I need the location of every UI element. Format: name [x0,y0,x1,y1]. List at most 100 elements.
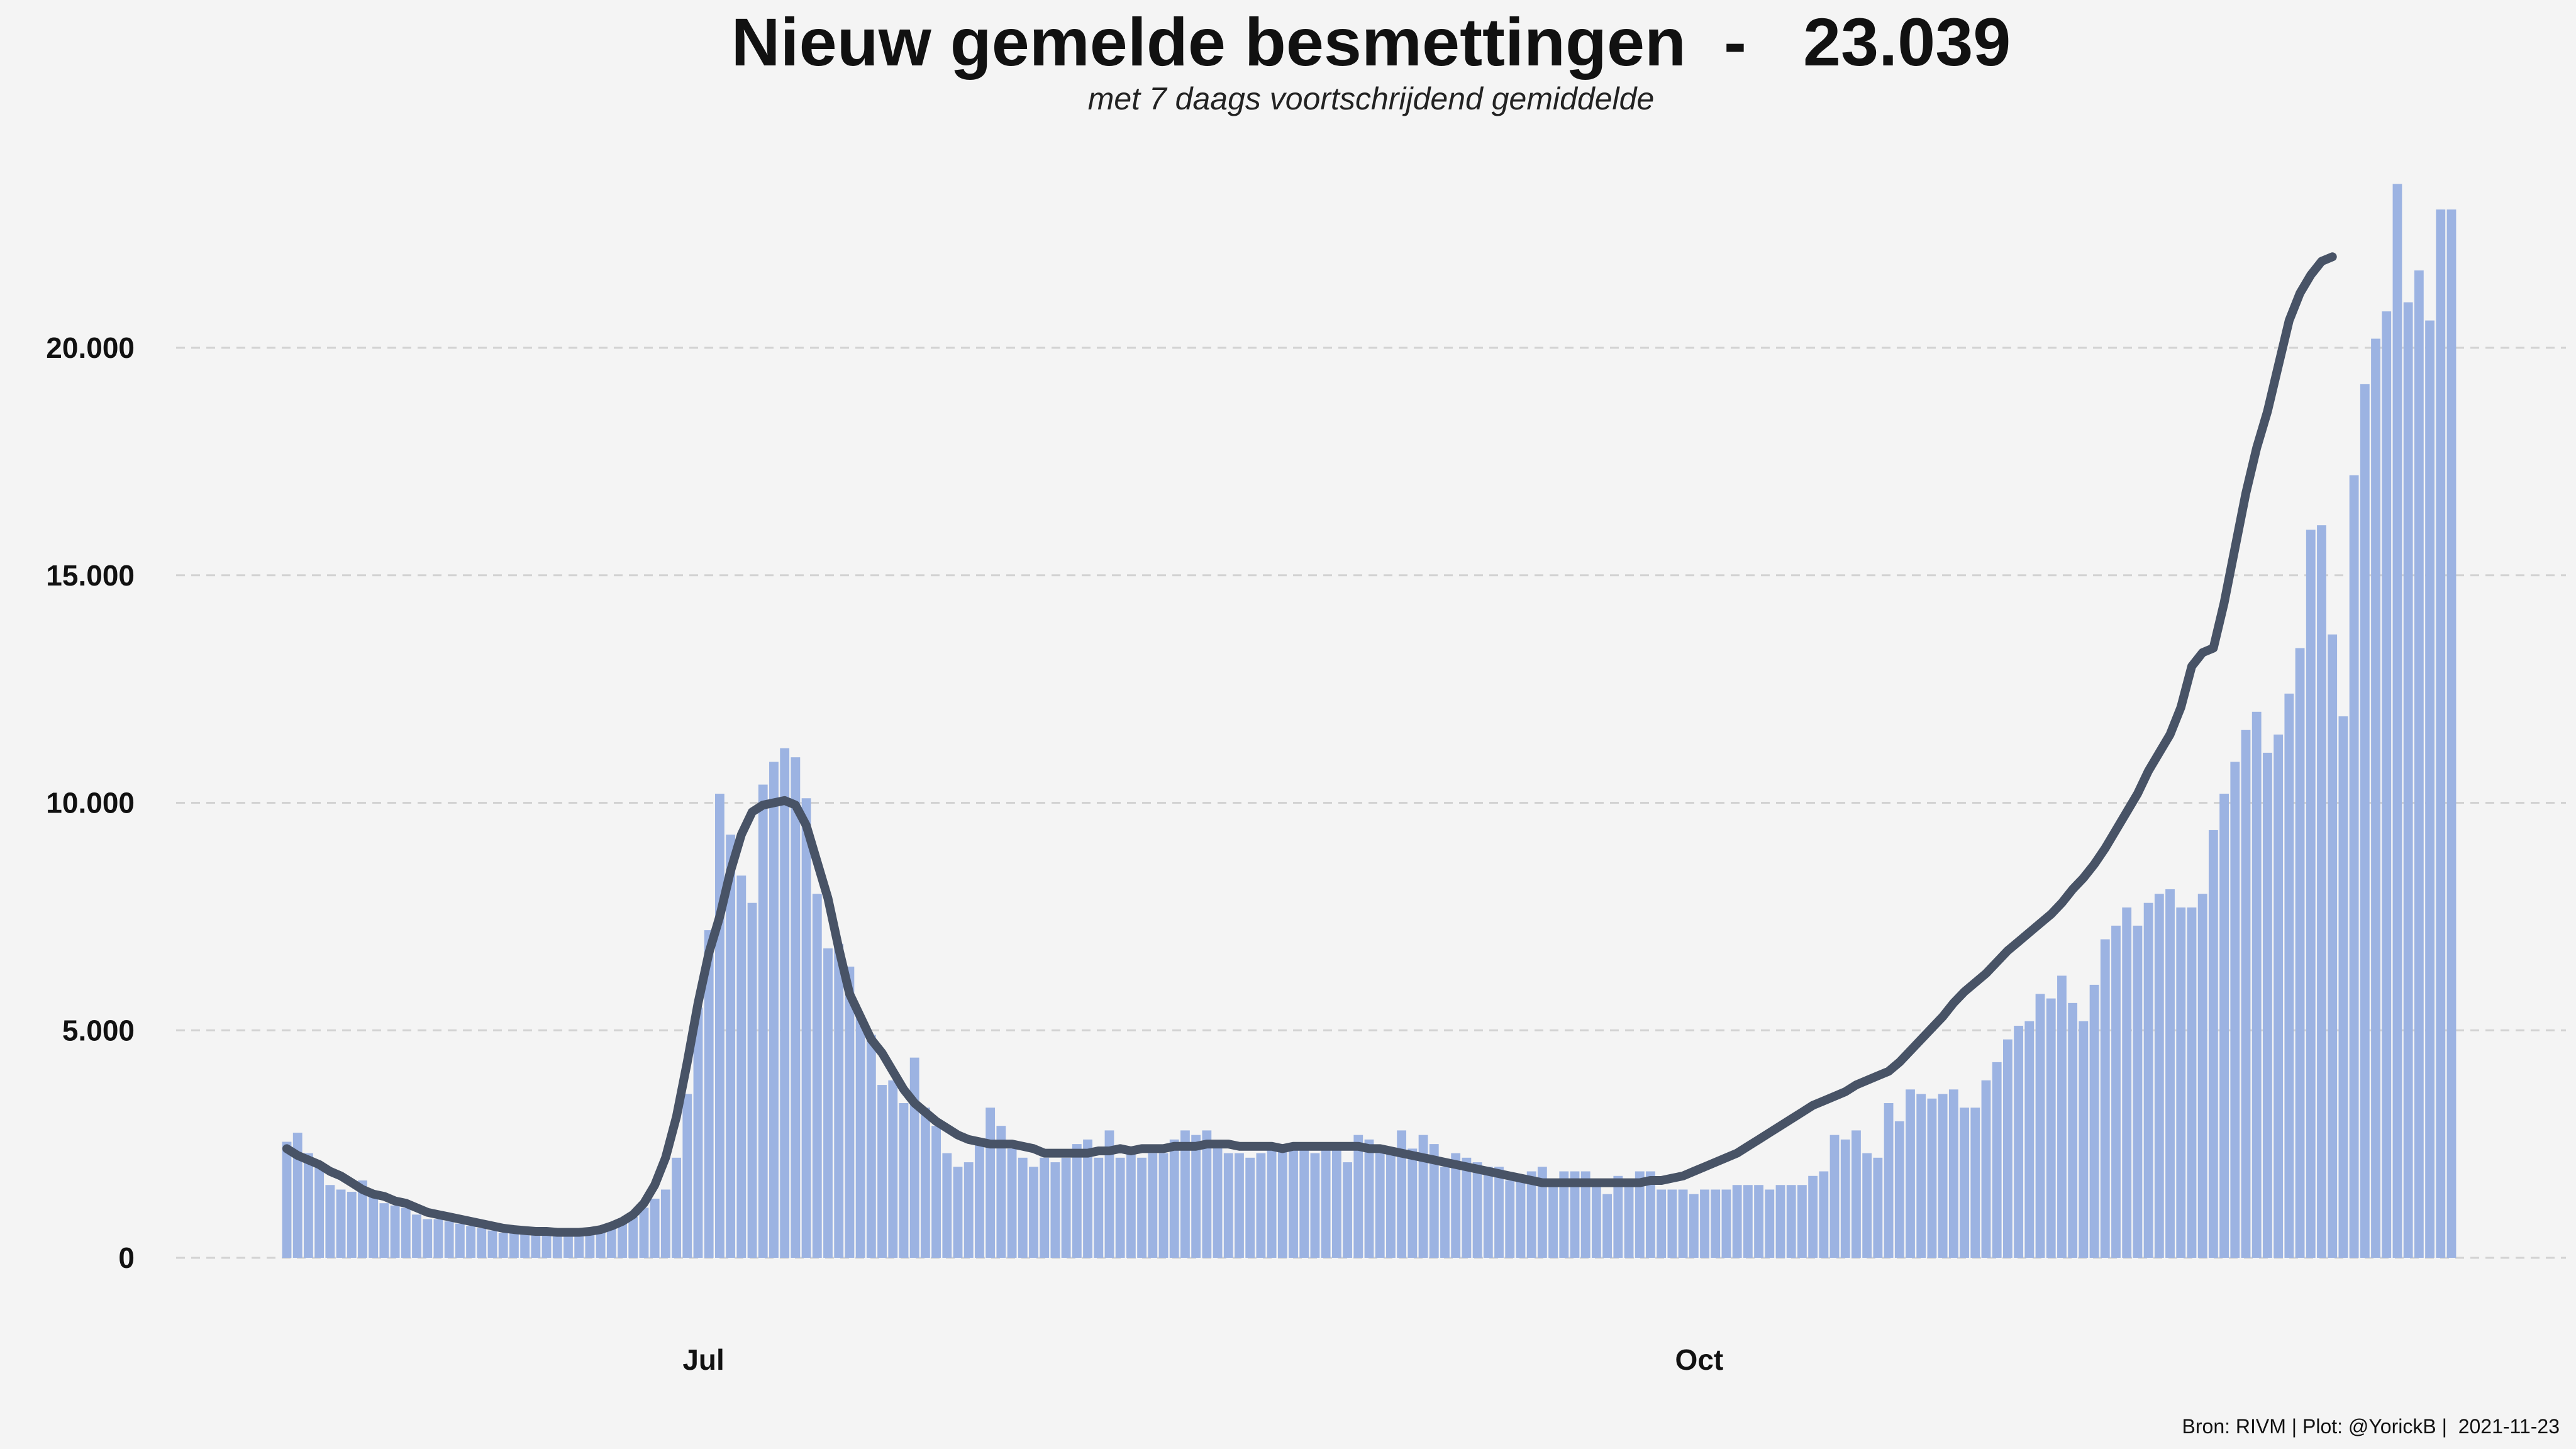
bar [714,794,724,1258]
bar [996,1126,1006,1258]
bar [1126,1153,1136,1258]
bar [1667,1189,1677,1258]
bar [1526,1171,1536,1258]
y-axis: 0 5.000 10.000 15.000 20.000 [46,331,135,1274]
bar [1083,1139,1092,1258]
bar [726,835,736,1258]
bar [639,1208,649,1258]
bar [1602,1194,1613,1258]
bar [401,1208,411,1258]
bar [2241,730,2251,1258]
bar [650,1198,660,1258]
bar [2263,752,2272,1258]
bar [1061,1157,1071,1258]
bar [1700,1189,1709,1258]
bar [823,948,833,1258]
bar [2035,994,2045,1258]
bar [379,1203,389,1258]
bar [975,1144,984,1258]
bar [1516,1175,1526,1258]
bar [953,1167,963,1258]
bar [444,1221,454,1258]
bar [1754,1185,1763,1258]
bar [866,1035,876,1258]
bar [2197,894,2207,1258]
bar [2219,794,2229,1258]
bar [1148,1153,1158,1258]
bar [1353,1135,1363,1258]
bar [325,1185,335,1258]
bar [2328,634,2338,1258]
bar [1158,1153,1169,1258]
bar [1819,1171,1829,1258]
bar [2360,384,2370,1258]
moving-average-line [282,252,2337,1237]
chart-title: Nieuw gemelde besmettingen - 23.039 [731,4,2011,80]
bar [2111,925,2121,1258]
bar [1397,1130,1407,1258]
bar [909,1057,919,1258]
bar [1721,1189,1731,1258]
bar [1494,1167,1504,1258]
bar [2165,889,2175,1258]
bar [1202,1130,1212,1258]
bar [2425,320,2434,1258]
bar [1050,1162,1060,1258]
bar [1657,1189,1667,1258]
bar [2133,925,2143,1258]
bar [1786,1185,1796,1258]
bar [1343,1162,1352,1258]
bar [1689,1194,1699,1258]
bar [1862,1153,1872,1258]
x-tick-label: Jul [682,1343,724,1376]
bar [2338,716,2348,1258]
bar [1548,1180,1558,1258]
bar [1029,1167,1038,1258]
bar [2176,907,2186,1258]
bar [552,1235,562,1258]
bar [1375,1153,1385,1258]
bar [606,1226,616,1258]
x-tick-label: Oct [1675,1343,1724,1376]
bar [585,1233,595,1258]
bar [660,1189,670,1258]
y-tick-label: 10.000 [46,787,135,819]
bar [1007,1148,1017,1258]
bar [834,943,844,1258]
bar [1829,1135,1840,1258]
y-tick-label: 20.000 [46,331,135,364]
bar [628,1216,638,1258]
bar [2414,270,2424,1258]
bar [1732,1185,1742,1258]
bar [2446,209,2457,1258]
bar [1180,1130,1190,1258]
bar [2403,302,2413,1258]
bar [1948,1089,1958,1258]
bar [1245,1157,1255,1258]
bar [304,1153,313,1258]
bar [2392,184,2402,1258]
bar [1646,1171,1655,1258]
bar [2436,209,2446,1258]
bar [2230,762,2240,1258]
bar [2306,530,2316,1258]
y-tick-label: 0 [118,1241,135,1274]
bar [2002,1039,2012,1258]
bar [369,1194,379,1258]
bar [1765,1189,1775,1258]
bar [963,1162,974,1258]
bar [2100,939,2110,1258]
bar [2382,311,2392,1258]
bar [1884,1103,1894,1258]
bar [1559,1171,1569,1258]
bar [2024,1021,2035,1258]
bar [390,1205,400,1258]
bar [1797,1185,1807,1258]
bar [1537,1167,1547,1258]
bar [1981,1080,1991,1258]
bar [2251,711,2262,1258]
gridlines [176,347,2566,1259]
bar [1852,1130,1861,1258]
chart-subtitle: met 7 daags voortschrijdend gemiddelde [1087,81,1655,116]
bar [1570,1171,1580,1258]
